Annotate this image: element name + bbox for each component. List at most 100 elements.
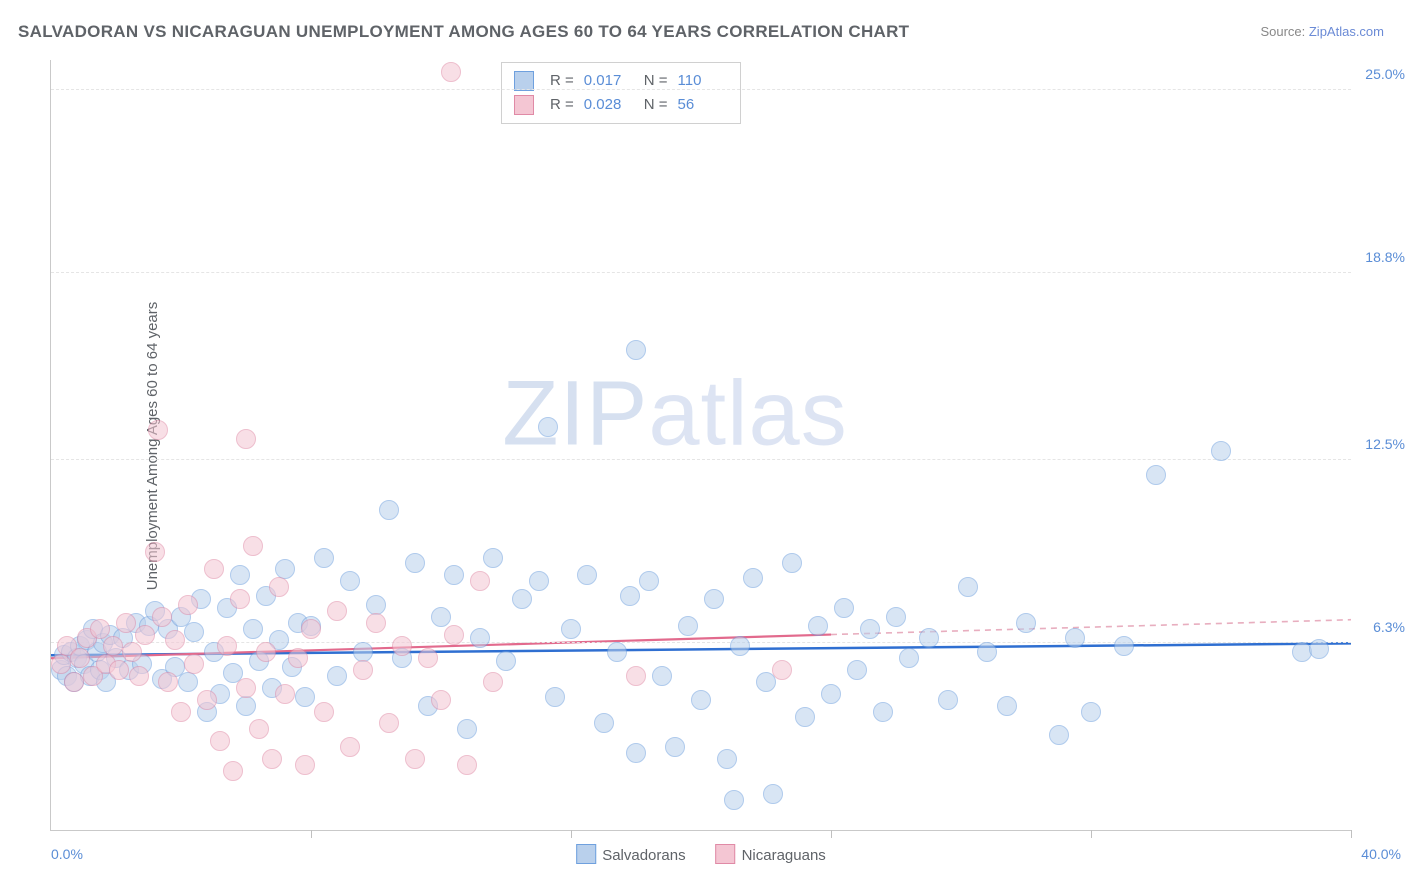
data-point (538, 417, 558, 437)
data-point (327, 666, 347, 686)
data-point (295, 687, 315, 707)
data-point (620, 586, 640, 606)
data-point (327, 601, 347, 621)
data-point (561, 619, 581, 639)
legend-swatch (514, 95, 534, 115)
legend-item: Nicaraguans (716, 844, 826, 864)
r-label: R = (550, 93, 574, 117)
data-point (158, 672, 178, 692)
chart-title: SALVADORAN VS NICARAGUAN UNEMPLOYMENT AM… (18, 22, 909, 42)
data-point (691, 690, 711, 710)
data-point (782, 553, 802, 573)
data-point (405, 749, 425, 769)
data-point (184, 654, 204, 674)
data-point (230, 565, 250, 585)
y-tick-label: 18.8% (1365, 249, 1405, 265)
data-point (288, 648, 308, 668)
data-point (178, 672, 198, 692)
data-point (353, 660, 373, 680)
data-point (1114, 636, 1134, 656)
data-point (116, 613, 136, 633)
y-tick-label: 6.3% (1373, 619, 1405, 635)
gridline (51, 89, 1351, 90)
data-point (821, 684, 841, 704)
data-point (210, 731, 230, 751)
gridline (51, 459, 1351, 460)
data-point (103, 636, 123, 656)
data-point (704, 589, 724, 609)
x-tick (311, 830, 312, 838)
data-point (607, 642, 627, 662)
data-point (418, 648, 438, 668)
data-point (665, 737, 685, 757)
data-point (236, 696, 256, 716)
x-max-label: 40.0% (1361, 846, 1401, 862)
data-point (314, 702, 334, 722)
x-origin-label: 0.0% (51, 846, 83, 862)
data-point (314, 548, 334, 568)
data-point (64, 672, 84, 692)
legend-item: Salvadorans (576, 844, 685, 864)
data-point (1146, 465, 1166, 485)
data-point (217, 636, 237, 656)
data-point (977, 642, 997, 662)
data-point (70, 648, 90, 668)
plot-area: ZIPatlas R =0.017N =110R =0.028N =56 0.0… (50, 60, 1351, 831)
data-point (431, 690, 451, 710)
data-point (122, 642, 142, 662)
data-point (431, 607, 451, 627)
watermark-a: ZIP (502, 363, 648, 465)
data-point (223, 761, 243, 781)
data-point (795, 707, 815, 727)
data-point (529, 571, 549, 591)
data-point (340, 571, 360, 591)
data-point (1309, 639, 1329, 659)
x-tick (571, 830, 572, 838)
data-point (834, 598, 854, 618)
data-point (275, 684, 295, 704)
data-point (236, 429, 256, 449)
data-point (938, 690, 958, 710)
source-link[interactable]: ZipAtlas.com (1309, 24, 1384, 39)
data-point (243, 619, 263, 639)
data-point (444, 565, 464, 585)
data-point (90, 619, 110, 639)
n-value: 56 (678, 93, 728, 117)
data-point (444, 625, 464, 645)
data-point (873, 702, 893, 722)
data-point (295, 755, 315, 775)
data-point (470, 628, 490, 648)
data-point (899, 648, 919, 668)
data-point (184, 622, 204, 642)
watermark: ZIPatlas (502, 362, 847, 467)
data-point (171, 702, 191, 722)
data-point (483, 548, 503, 568)
data-point (197, 690, 217, 710)
data-point (763, 784, 783, 804)
data-point (847, 660, 867, 680)
legend-swatch (576, 844, 596, 864)
gridline (51, 272, 1351, 273)
data-point (496, 651, 516, 671)
data-point (148, 420, 168, 440)
data-point (269, 577, 289, 597)
series-legend: Salvadorans Nicaraguans (576, 844, 826, 864)
data-point (243, 536, 263, 556)
data-point (808, 616, 828, 636)
data-point (717, 749, 737, 769)
gridline (51, 642, 1351, 643)
data-point (1211, 441, 1231, 461)
data-point (678, 616, 698, 636)
data-point (886, 607, 906, 627)
data-point (652, 666, 672, 686)
data-point (301, 619, 321, 639)
data-point (366, 613, 386, 633)
data-point (340, 737, 360, 757)
data-point (730, 636, 750, 656)
data-point (152, 607, 172, 627)
x-tick (831, 830, 832, 838)
x-tick (1351, 830, 1352, 838)
data-point (135, 625, 155, 645)
data-point (1049, 725, 1069, 745)
correlation-legend: R =0.017N =110R =0.028N =56 (501, 62, 741, 124)
